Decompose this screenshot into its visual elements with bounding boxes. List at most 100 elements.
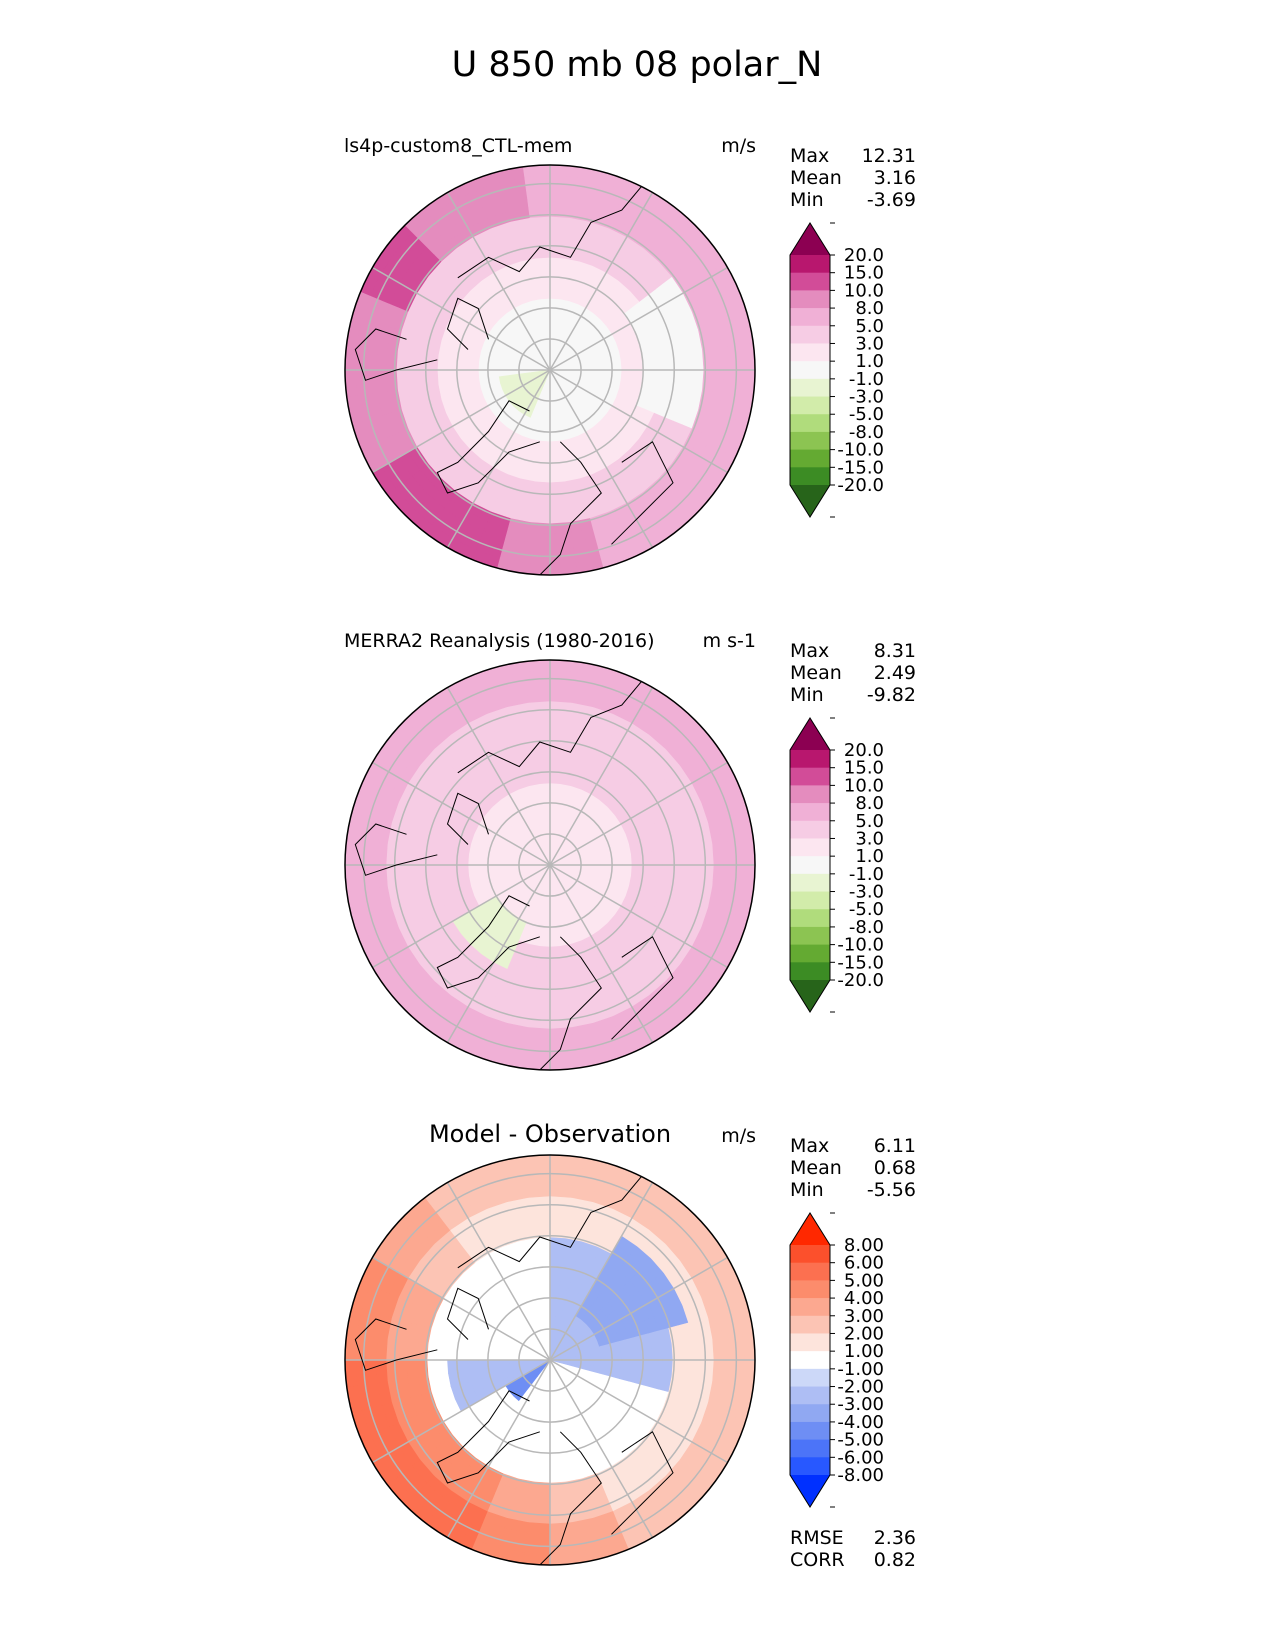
contour-cell — [529, 1205, 551, 1219]
colorbar-segment — [790, 1262, 830, 1281]
contour-cell — [549, 1491, 570, 1504]
contour-cell — [537, 945, 551, 958]
stat-label: Mean — [790, 167, 842, 189]
contour-cell — [533, 246, 551, 259]
colorbar-segment — [790, 1351, 830, 1370]
colorbar-tick-label: 5.0 — [855, 811, 884, 832]
coastline — [539, 441, 602, 575]
colorbar-segment — [790, 1298, 830, 1317]
meridian-line — [372, 864, 551, 969]
contour-cell — [630, 369, 643, 383]
map-boundary — [344, 659, 756, 1071]
contour-cell — [530, 721, 551, 734]
panel-diff: Model - Observation m/s Max 6.11 Mean 0.… — [344, 1120, 916, 1571]
coastline — [436, 895, 540, 989]
contour-cell — [436, 369, 449, 386]
colorbar-tick-label: -1.0 — [849, 369, 884, 390]
meridian-line — [372, 1256, 551, 1361]
contour-cell — [712, 1359, 725, 1384]
stat-label: Max — [790, 1135, 829, 1157]
contour-cell — [530, 226, 551, 239]
stat-value: -9.82 — [867, 684, 916, 706]
coastlines — [354, 680, 674, 1070]
map-field — [345, 165, 755, 575]
coastlines — [354, 185, 674, 575]
meridian-line — [446, 1359, 551, 1538]
contour-cell — [628, 345, 642, 360]
contour-cell — [467, 1359, 480, 1372]
contour-cell — [345, 864, 358, 893]
contour-cell — [457, 369, 470, 383]
contour-cell — [530, 996, 551, 1009]
contour-cell — [525, 680, 551, 693]
coastline — [354, 1318, 438, 1371]
contour-cell — [365, 1359, 378, 1385]
colorbar-tick-label: -10.0 — [837, 440, 884, 461]
contour-cell — [742, 1332, 755, 1361]
colorbar-segment — [790, 909, 830, 928]
contour-cell — [620, 853, 633, 866]
contour-cell — [549, 195, 574, 208]
contour-cell — [722, 1335, 735, 1361]
contour-cell — [345, 1359, 358, 1388]
polar-map — [344, 1154, 756, 1566]
meridian-line — [549, 1182, 654, 1361]
colorbar-segment — [790, 962, 830, 981]
contour-cell — [537, 277, 551, 290]
contour-cell — [538, 935, 551, 948]
contour-cell — [526, 1185, 551, 1198]
panel-title: Model - Observation — [429, 1120, 671, 1148]
colorbar-tick-label: 15.0 — [844, 263, 884, 284]
contour-cell — [630, 357, 643, 371]
colorbar-tick-label: -15.0 — [837, 457, 884, 478]
contour-cell — [365, 369, 378, 395]
colorbar-tick-label: -8.0 — [849, 422, 884, 443]
contour-cell — [498, 1359, 510, 1368]
contour-cell — [530, 1491, 551, 1504]
colorbar-tick-label: 6.00 — [844, 1253, 884, 1274]
coastline — [611, 441, 674, 545]
colorbar-tick-label: 3.0 — [855, 333, 884, 354]
stat-label: Max — [790, 640, 829, 662]
contour-cell — [549, 562, 578, 575]
contour-cell — [436, 864, 449, 881]
contour-cell — [365, 840, 378, 866]
contour-cell — [681, 845, 694, 866]
colorbar-segment — [790, 767, 830, 786]
contour-cell — [722, 840, 735, 866]
metric-label: CORR — [790, 1549, 845, 1571]
stats-block: Max 6.11 Mean 0.68 Min -5.56 — [790, 1135, 916, 1201]
contour-cell — [525, 1037, 551, 1050]
colorbar-tick-label: -1.00 — [837, 1359, 884, 1380]
contour-cell — [549, 450, 563, 463]
contour-cell — [526, 195, 551, 208]
stat-value: -5.56 — [867, 1179, 916, 1201]
colorbar-segment — [790, 343, 830, 362]
colorbar-tick-label: 10.0 — [844, 280, 884, 301]
panel-units: m/s — [721, 1125, 756, 1147]
contour-cell — [533, 976, 551, 989]
contour-cell — [549, 532, 574, 545]
contour-cell — [467, 358, 480, 371]
meridian-line — [372, 1359, 551, 1464]
contour-cell — [526, 690, 551, 703]
contour-cell — [529, 710, 551, 724]
colorbar-tick-label: -3.0 — [849, 387, 884, 408]
contour-cell — [620, 369, 633, 382]
graticule — [345, 1155, 755, 1565]
graticule — [345, 660, 755, 1070]
colorbar-segment — [790, 785, 830, 804]
contour-cell — [488, 1359, 500, 1369]
contour-cell — [712, 1336, 725, 1361]
contour-cell — [549, 1216, 570, 1229]
colorbar-tick-label: 8.0 — [855, 298, 884, 319]
contour-cell — [712, 864, 725, 889]
stats-block: Max 12.31 Mean 3.16 Min -3.69 — [790, 145, 916, 211]
colorbar-segment — [790, 449, 830, 468]
contour-cell — [549, 772, 563, 785]
contour-cell — [345, 369, 358, 398]
colorbar-segment — [790, 856, 830, 875]
contour-cell — [549, 1522, 574, 1535]
contour-cell — [549, 1175, 575, 1188]
